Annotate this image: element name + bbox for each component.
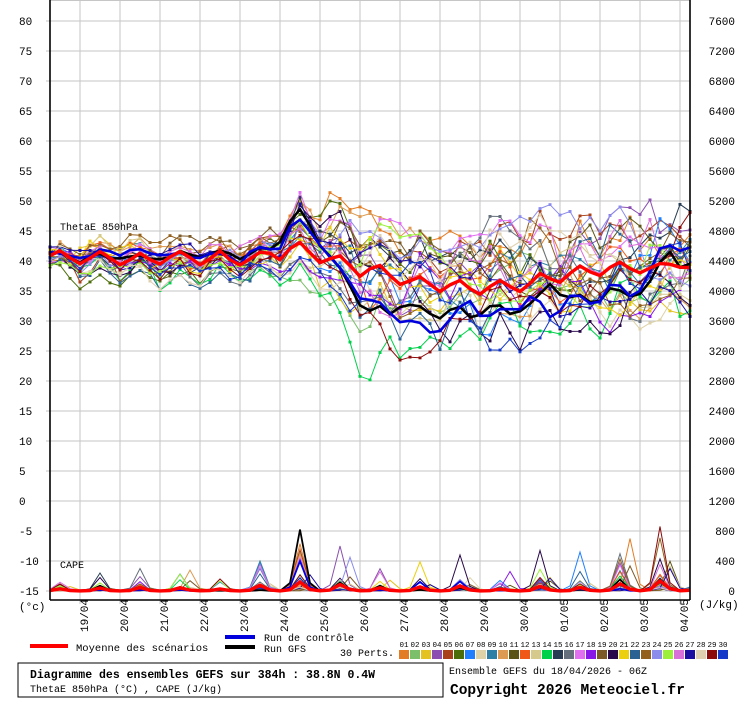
svg-text:ThetaE 850hPa: ThetaE 850hPa: [60, 222, 138, 234]
svg-text:2400: 2400: [709, 407, 735, 419]
svg-text:4000: 4000: [709, 287, 735, 299]
svg-text:26: 26: [674, 642, 684, 650]
svg-text:21/04: 21/04: [160, 599, 172, 632]
svg-text:04: 04: [432, 642, 442, 650]
svg-text:6400: 6400: [709, 107, 735, 119]
svg-text:25/04: 25/04: [320, 599, 332, 632]
svg-text:03/05: 03/05: [640, 599, 652, 632]
svg-text:10: 10: [498, 642, 508, 650]
svg-text:5600: 5600: [709, 167, 735, 179]
svg-text:20: 20: [19, 377, 32, 389]
svg-text:28/04: 28/04: [440, 599, 452, 632]
svg-text:Diagramme des ensembles GEFS s: Diagramme des ensembles GEFS sur 384h : …: [30, 669, 375, 682]
svg-text:35: 35: [19, 287, 32, 299]
svg-text:65: 65: [19, 107, 32, 119]
svg-text:7600: 7600: [709, 17, 735, 29]
svg-text:14: 14: [542, 642, 552, 650]
svg-text:ThetaE 850hPa (°C) , CAPE (J/k: ThetaE 850hPa (°C) , CAPE (J/kg): [30, 684, 222, 696]
svg-text:30/04: 30/04: [520, 599, 532, 632]
svg-text:40: 40: [19, 257, 32, 269]
svg-text:Run GFS: Run GFS: [264, 645, 306, 656]
svg-text:50: 50: [19, 197, 32, 209]
svg-text:Ensemble GEFS du 18/04/2026 -: Ensemble GEFS du 18/04/2026 - 06Z: [449, 666, 647, 678]
svg-text:1600: 1600: [709, 467, 735, 479]
svg-text:21: 21: [619, 642, 629, 650]
svg-text:05: 05: [443, 642, 453, 650]
svg-text:25: 25: [663, 642, 673, 650]
svg-text:27: 27: [685, 642, 694, 650]
svg-text:04/05: 04/05: [680, 599, 692, 632]
svg-text:22/04: 22/04: [200, 599, 212, 632]
svg-text:70: 70: [19, 77, 32, 89]
svg-text:22: 22: [630, 642, 639, 650]
svg-text:27/04: 27/04: [400, 599, 412, 632]
svg-text:12: 12: [520, 642, 529, 650]
svg-text:-5: -5: [19, 527, 32, 539]
svg-text:29/04: 29/04: [480, 599, 492, 632]
svg-text:30: 30: [718, 642, 728, 650]
svg-text:15: 15: [553, 642, 563, 650]
svg-text:0: 0: [19, 497, 26, 509]
svg-text:09: 09: [487, 642, 496, 650]
svg-text:400: 400: [715, 557, 735, 569]
svg-text:45: 45: [19, 227, 32, 239]
svg-text:02/05: 02/05: [600, 599, 612, 632]
svg-text:1200: 1200: [709, 497, 735, 509]
svg-text:-15: -15: [19, 587, 39, 599]
svg-text:17: 17: [575, 642, 584, 650]
svg-text:01: 01: [399, 642, 409, 650]
svg-text:Run de contrôle: Run de contrôle: [264, 633, 354, 645]
svg-text:16: 16: [564, 642, 574, 650]
svg-text:2800: 2800: [709, 377, 735, 389]
svg-text:(°c): (°c): [19, 602, 45, 614]
svg-text:29: 29: [707, 642, 716, 650]
svg-text:07: 07: [465, 642, 474, 650]
svg-text:800: 800: [715, 527, 735, 539]
svg-text:20/04: 20/04: [120, 599, 132, 632]
svg-text:75: 75: [19, 47, 32, 59]
svg-text:20: 20: [608, 642, 618, 650]
svg-text:6800: 6800: [709, 77, 735, 89]
svg-text:80: 80: [19, 17, 32, 29]
svg-text:5200: 5200: [709, 197, 735, 209]
svg-text:01/05: 01/05: [560, 599, 572, 632]
svg-text:5: 5: [19, 467, 26, 479]
svg-text:19/04: 19/04: [80, 599, 92, 632]
svg-text:02: 02: [410, 642, 419, 650]
svg-text:23: 23: [641, 642, 651, 650]
svg-text:3200: 3200: [709, 347, 735, 359]
svg-text:6000: 6000: [709, 137, 735, 149]
svg-text:60: 60: [19, 137, 32, 149]
svg-text:28: 28: [696, 642, 705, 650]
svg-text:19: 19: [597, 642, 606, 650]
svg-text:55: 55: [19, 167, 32, 179]
svg-text:0: 0: [728, 587, 735, 599]
svg-text:2000: 2000: [709, 437, 735, 449]
svg-text:4400: 4400: [709, 257, 735, 269]
svg-text:Moyenne des scénarios: Moyenne des scénarios: [76, 643, 208, 655]
svg-text:30 Perts.: 30 Perts.: [340, 649, 394, 660]
svg-text:7200: 7200: [709, 47, 735, 59]
svg-text:Copyright 2026 Meteociel.fr: Copyright 2026 Meteociel.fr: [450, 683, 685, 699]
svg-text:30: 30: [19, 317, 32, 329]
svg-text:26/04: 26/04: [360, 599, 372, 632]
svg-text:-10: -10: [19, 557, 39, 569]
svg-text:08: 08: [476, 642, 485, 650]
svg-text:11: 11: [509, 642, 519, 650]
svg-text:10: 10: [19, 437, 32, 449]
svg-text:25: 25: [19, 347, 32, 359]
svg-text:03: 03: [421, 642, 431, 650]
svg-text:3600: 3600: [709, 317, 735, 329]
svg-text:4800: 4800: [709, 227, 735, 239]
svg-text:CAPE: CAPE: [60, 561, 84, 572]
svg-text:24: 24: [652, 642, 662, 650]
svg-text:13: 13: [531, 642, 541, 650]
svg-text:(J/kg): (J/kg): [699, 600, 739, 612]
svg-text:15: 15: [19, 407, 32, 419]
svg-text:23/04: 23/04: [240, 599, 252, 632]
svg-text:06: 06: [454, 642, 464, 650]
svg-text:18: 18: [586, 642, 595, 650]
svg-text:24/04: 24/04: [280, 599, 292, 632]
